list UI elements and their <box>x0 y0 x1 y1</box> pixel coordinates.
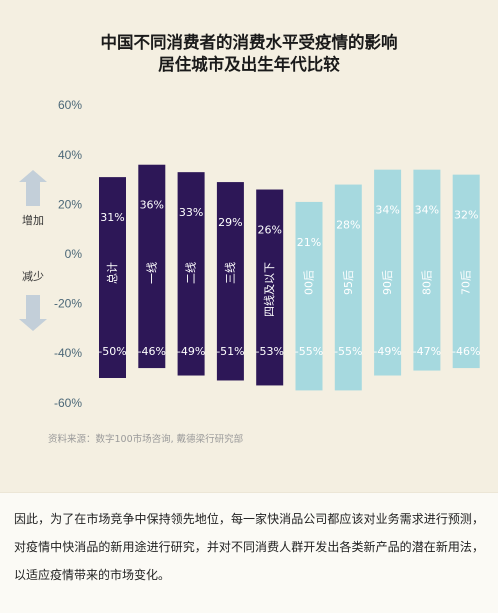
commentary-text: 因此，为了在市场竞争中保持领先地位，每一家快消品公司都应该对业务需求进行预测，对… <box>14 512 484 582</box>
data-label-increase: 29% <box>218 216 242 229</box>
category-label: 80后 <box>420 270 433 295</box>
data-label-increase: 31% <box>100 211 124 224</box>
bar-increase <box>177 172 205 254</box>
data-label-decrease: -55% <box>295 345 323 358</box>
category-label: 二线 <box>184 262 198 284</box>
data-label-increase: 36% <box>140 199 164 212</box>
category-label: 四线及以下 <box>262 262 276 317</box>
data-label-increase: 34% <box>375 204 399 217</box>
bar-decrease <box>374 254 402 376</box>
y-tick-label: 40% <box>58 148 82 162</box>
y-tick-label: 20% <box>58 197 82 211</box>
data-label-decrease: -51% <box>216 345 244 358</box>
data-label-increase: 34% <box>415 204 439 217</box>
data-label-increase: 26% <box>257 224 281 237</box>
data-label-increase: 33% <box>179 206 203 219</box>
category-label: 总计 <box>105 262 119 284</box>
up-arrow-icon <box>19 170 47 206</box>
data-label-decrease: -55% <box>334 345 362 358</box>
y-tick-label: 0% <box>65 247 83 261</box>
data-label-decrease: -46% <box>138 345 166 358</box>
data-label-decrease: -49% <box>177 345 205 358</box>
category-label: 三线 <box>223 262 237 284</box>
data-label-increase: 21% <box>297 236 321 249</box>
data-label-increase: 32% <box>454 209 478 222</box>
data-label-decrease: -53% <box>255 345 283 358</box>
y-tick-label: -20% <box>54 297 82 311</box>
bar-increase <box>295 201 323 254</box>
data-label-decrease: -50% <box>98 345 126 358</box>
category-label: 00后 <box>303 270 316 295</box>
y-tick-label: -60% <box>54 396 82 410</box>
chart-title: 中国不同消费者的消费水平受疫情的影响 居住城市及出生年代比较 <box>0 32 498 76</box>
category-label: 一线 <box>144 262 158 284</box>
category-label: 95后 <box>342 270 355 295</box>
data-label-decrease: -46% <box>452 345 480 358</box>
data-label-decrease: -47% <box>413 345 441 358</box>
decrease-label: 减少 <box>22 270 44 283</box>
data-label-decrease: -49% <box>373 345 401 358</box>
title-line-2: 居住城市及出生年代比较 <box>158 55 340 74</box>
bar-decrease <box>177 254 205 376</box>
down-arrow-icon <box>19 295 47 331</box>
bar-decrease <box>216 254 244 381</box>
title-line-1: 中国不同消费者的消费水平受疫情的影响 <box>100 33 398 52</box>
bar-increase <box>138 164 166 254</box>
y-tick-label: -40% <box>54 346 82 360</box>
y-tick-label: 60% <box>58 98 82 112</box>
commentary-panel: 因此，为了在市场竞争中保持领先地位，每一家快消品公司都应该对业务需求进行预测，对… <box>0 492 498 613</box>
bar-decrease <box>334 254 362 391</box>
bar-increase <box>99 177 126 254</box>
bar-increase <box>452 174 480 254</box>
bar-increase <box>374 169 402 254</box>
increase-label: 增加 <box>22 213 44 227</box>
category-label: 90后 <box>381 270 394 295</box>
category-label: 70后 <box>460 270 473 295</box>
bar-decrease <box>413 254 441 371</box>
bar-increase <box>334 184 362 254</box>
bar-decrease <box>99 254 126 378</box>
bar-decrease <box>452 254 480 369</box>
data-label-increase: 28% <box>336 219 360 232</box>
bar-decrease <box>256 254 284 386</box>
bar-decrease <box>295 254 323 391</box>
source-note: 资料来源：数字100市场咨询, 戴德梁行研究部 <box>48 434 244 445</box>
bar-increase <box>216 182 244 254</box>
bar-increase <box>256 189 284 254</box>
bar-increase <box>413 169 441 254</box>
bar-decrease <box>138 254 166 369</box>
